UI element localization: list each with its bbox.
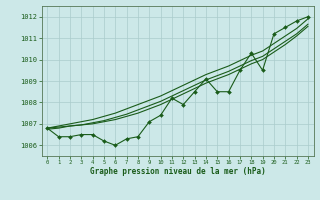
X-axis label: Graphe pression niveau de la mer (hPa): Graphe pression niveau de la mer (hPa) [90, 167, 266, 176]
